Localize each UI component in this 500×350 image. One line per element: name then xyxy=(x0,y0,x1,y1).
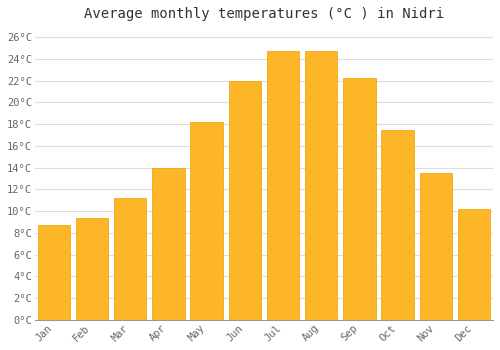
Title: Average monthly temperatures (°C ) in Nidri: Average monthly temperatures (°C ) in Ni… xyxy=(84,7,444,21)
Bar xyxy=(458,209,490,320)
Bar xyxy=(382,130,414,320)
Bar xyxy=(190,122,223,320)
Bar xyxy=(267,51,299,320)
Bar xyxy=(76,218,108,320)
Bar xyxy=(343,78,376,320)
Bar xyxy=(305,51,338,320)
Bar xyxy=(152,168,184,320)
Bar xyxy=(420,173,452,320)
Bar xyxy=(114,198,146,320)
Bar xyxy=(38,225,70,320)
Bar xyxy=(228,80,261,320)
